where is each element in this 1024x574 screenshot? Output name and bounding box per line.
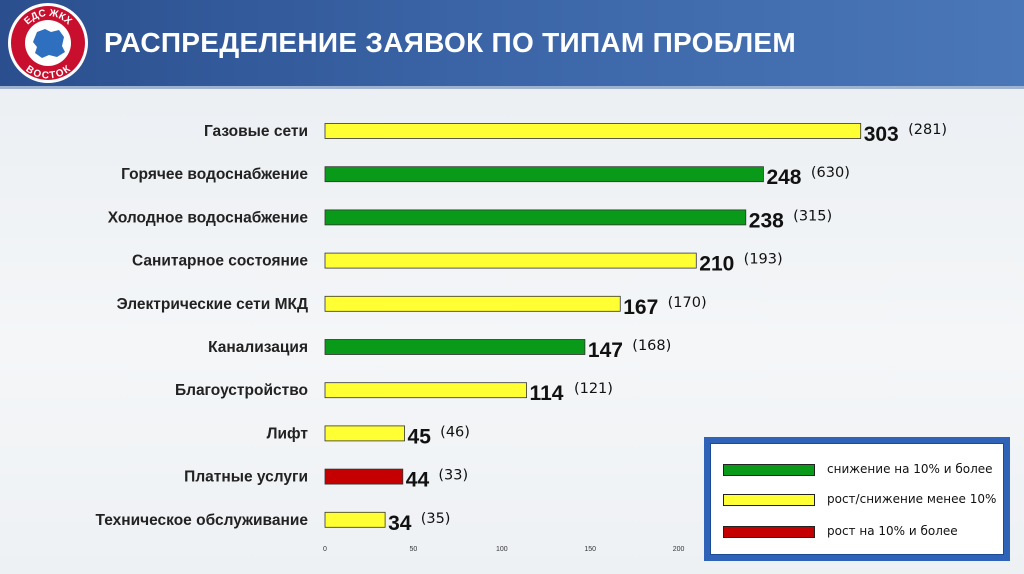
x-tick-label: 150 <box>584 546 596 553</box>
bar <box>324 339 586 355</box>
x-tick-label: 50 <box>410 546 418 553</box>
legend-swatch-yellow <box>723 494 815 506</box>
header-bar: ЕДС ЖКХ ВОСТОК РАСПРЕДЕЛЕНИЕ ЗАЯВОК ПО Т… <box>0 0 1024 89</box>
legend-item-stable: рост/снижение менее 10% <box>723 492 1003 508</box>
value-label: 34 <box>388 512 412 535</box>
previous-value-label: (170) <box>668 295 707 311</box>
previous-value-label: (315) <box>793 208 832 224</box>
bar <box>324 123 862 139</box>
category-label: Санитарное состояние <box>132 253 308 270</box>
previous-value-label: (121) <box>574 381 613 397</box>
legend-swatch-green <box>723 464 815 476</box>
category-label: Платные услуги <box>184 469 308 486</box>
previous-value-label: (193) <box>744 252 783 268</box>
previous-value-label: (630) <box>811 165 850 181</box>
previous-value-label: (281) <box>908 122 947 138</box>
value-label: 44 <box>406 469 430 492</box>
category-label: Газовые сети <box>204 123 308 140</box>
bar <box>324 166 764 183</box>
legend: снижение на 10% и более рост/снижение ме… <box>704 437 1010 561</box>
category-label: Техническое обслуживание <box>96 512 309 529</box>
previous-value-label: (35) <box>421 511 451 527</box>
category-label: Холодное водоснабжение <box>108 209 309 226</box>
legend-panel: снижение на 10% и более рост/снижение ме… <box>710 443 1004 555</box>
eds-logo: ЕДС ЖКХ ВОСТОК <box>8 3 88 83</box>
category-label: Электрические сети МКД <box>117 296 308 313</box>
page-title: РАСПРЕДЕЛЕНИЕ ЗАЯВОК ПО ТИПАМ ПРОБЛЕМ <box>104 27 796 58</box>
legend-item-increase: рост на 10% и более <box>723 524 1003 540</box>
value-label: 210 <box>699 253 734 276</box>
bar <box>324 252 697 269</box>
value-label: 238 <box>749 209 784 232</box>
previous-value-label: (46) <box>440 424 470 440</box>
legend-label-decrease: снижение на 10% и более <box>827 462 993 476</box>
bar <box>324 468 404 485</box>
value-label: 248 <box>766 166 801 189</box>
x-tick-label: 100 <box>496 546 508 553</box>
legend-label-stable: рост/снижение менее 10% <box>827 492 997 506</box>
value-label: 147 <box>588 339 623 362</box>
previous-value-label: (168) <box>632 338 671 354</box>
category-label: Лифт <box>267 425 309 442</box>
svg-text:ЕДС ЖКХ: ЕДС ЖКХ <box>22 8 74 28</box>
x-tick-label: 0 <box>323 546 327 553</box>
value-label: 114 <box>530 382 564 405</box>
x-tick-label: 200 <box>673 546 685 553</box>
legend-label-increase: рост на 10% и более <box>827 524 958 538</box>
bar <box>324 295 621 312</box>
category-label: Горячее водоснабжение <box>121 166 308 183</box>
category-label: Благоустройство <box>175 382 308 399</box>
bar <box>324 511 386 528</box>
value-label: 45 <box>408 425 432 448</box>
legend-item-decrease: снижение на 10% и более <box>723 462 1003 478</box>
bar <box>324 209 747 226</box>
value-label: 167 <box>623 296 658 319</box>
bar <box>324 382 527 399</box>
bar <box>324 425 405 442</box>
previous-value-label: (33) <box>438 468 468 484</box>
legend-swatch-red <box>723 526 815 538</box>
value-label: 303 <box>864 123 899 146</box>
logo-text-top: ЕДС ЖКХ <box>22 8 74 28</box>
category-label: Канализация <box>208 339 308 356</box>
